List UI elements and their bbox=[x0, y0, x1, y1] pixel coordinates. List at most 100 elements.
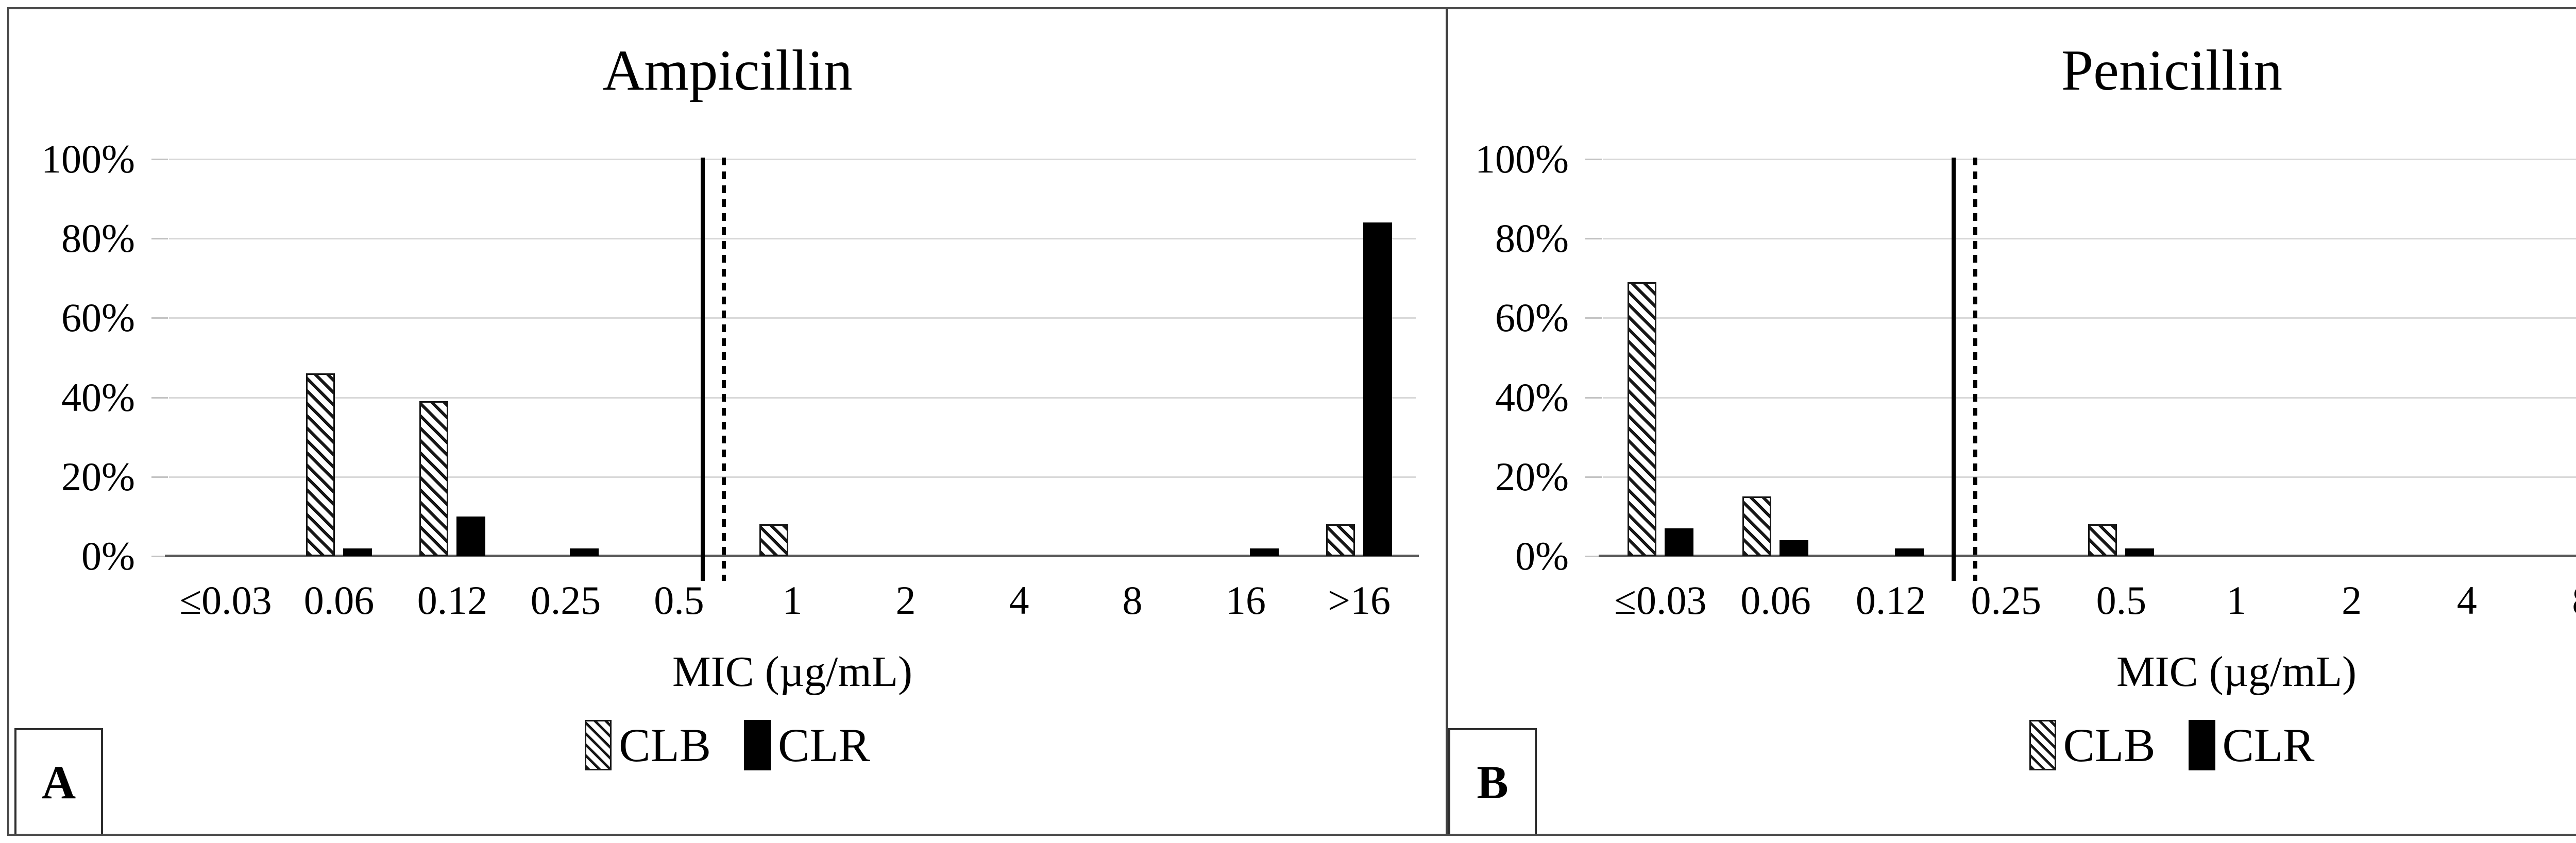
clb-hatched-swatch-icon bbox=[2029, 720, 2056, 770]
x-tick-label-8: 8 bbox=[2524, 575, 2576, 626]
x-tick-label-0.12: 0.12 bbox=[1855, 578, 1926, 623]
legend-item-clb: CLB bbox=[585, 720, 711, 770]
category-slot-≤0.03 bbox=[1603, 159, 1718, 556]
category-slot-0.25 bbox=[1948, 159, 2064, 556]
gridline-60 bbox=[169, 317, 1416, 319]
x-tick-label-0.06: 0.06 bbox=[303, 578, 375, 623]
plot-area: 100% 80% 60% 40% 20% 0% bbox=[41, 139, 1419, 581]
clr-black-swatch-icon bbox=[2188, 720, 2215, 770]
y-tick-label-20: 20% bbox=[1495, 454, 1569, 499]
bar-clb-0.06 bbox=[1742, 496, 1772, 556]
category-slot->16 bbox=[1302, 159, 1416, 556]
bar-clb-0.06 bbox=[306, 373, 335, 556]
breakpoint-line-solid bbox=[700, 158, 705, 581]
x-axis-line bbox=[165, 555, 1419, 557]
gridline-60 bbox=[1603, 317, 2576, 319]
y-tick-label-80: 80% bbox=[61, 216, 135, 261]
y-tick-label-100: 100% bbox=[41, 136, 135, 181]
y-tick-mark-0 bbox=[1585, 556, 1602, 557]
clr-black-swatch-icon bbox=[744, 720, 771, 770]
x-tick-label-0.25: 0.25 bbox=[1971, 578, 2041, 623]
x-tick-label->16: >16 bbox=[1328, 578, 1391, 623]
panel-letter: B bbox=[1477, 755, 1509, 808]
bar-clb-≤0.03 bbox=[1627, 282, 1656, 556]
y-tick-mark-20 bbox=[151, 476, 168, 478]
y-tick-mark-20 bbox=[1585, 476, 1602, 478]
y-tick-label-0: 0% bbox=[81, 534, 135, 578]
x-tick-label-0.06: 0.06 bbox=[1740, 578, 1811, 623]
bar-clr-0.5 bbox=[2125, 548, 2155, 556]
y-tick-label-40: 40% bbox=[1495, 374, 1569, 420]
category-slot-0.12 bbox=[396, 159, 509, 556]
bar-clr-16 bbox=[1250, 548, 1279, 556]
legend-label-clr: CLR bbox=[778, 719, 870, 771]
y-tick-mark-60 bbox=[1585, 317, 1602, 319]
bar-clb->16 bbox=[1326, 524, 1355, 556]
x-tick-label-0.12: 0.12 bbox=[417, 578, 488, 623]
clb-hatched-swatch-icon bbox=[585, 720, 612, 770]
category-slot-0.5 bbox=[622, 159, 736, 556]
y-tick-mark-0 bbox=[151, 556, 168, 557]
gridline-20 bbox=[1603, 476, 2576, 478]
panel-penicillin: Penicillin 100% 80% 60% 40% 20% 0% ≤0.03 0.06 0… bbox=[1448, 9, 2576, 834]
x-axis-title: MIC (µg/mL) bbox=[2116, 648, 2357, 696]
gridline-40 bbox=[169, 397, 1416, 399]
bar-clr->16 bbox=[1363, 222, 1392, 556]
legend-label-clb: CLB bbox=[619, 719, 711, 771]
legend-label-clb: CLB bbox=[2063, 719, 2156, 771]
y-tick-label-40: 40% bbox=[61, 374, 135, 420]
bar-clr-0.06 bbox=[1780, 540, 1809, 556]
y-tick-label-60: 60% bbox=[61, 295, 135, 340]
panel-ampicillin: Ampicillin 100% 80% 60% 40% 20% 0% ≤0.03 0.06 0… bbox=[9, 9, 1446, 834]
panel-divider bbox=[1446, 9, 1448, 834]
y-tick-mark-40 bbox=[151, 397, 168, 399]
category-slot-8 bbox=[1076, 159, 1189, 556]
category-slot-0.5 bbox=[2064, 159, 2179, 556]
gridline-100 bbox=[1603, 159, 2576, 160]
panel-letter-box: B bbox=[1448, 728, 1537, 834]
legend: CLB CLR bbox=[9, 720, 1446, 770]
bar-clr-0.25 bbox=[570, 548, 599, 556]
legend-label-clr: CLR bbox=[2222, 719, 2315, 771]
category-slot-2 bbox=[2294, 159, 2410, 556]
legend-item-clb: CLB bbox=[2029, 720, 2156, 770]
y-tick-mark-80 bbox=[1585, 238, 1602, 240]
category-slot-0.12 bbox=[1833, 159, 1948, 556]
breakpoint-line-dotted bbox=[721, 158, 726, 581]
x-axis-line bbox=[1599, 555, 2576, 557]
y-tick-label-80: 80% bbox=[1495, 216, 1569, 261]
bar-clr-0.12 bbox=[1895, 548, 1924, 556]
chart-title: Ampicillin bbox=[602, 39, 853, 102]
breakpoint-line-dotted bbox=[1973, 158, 1978, 581]
gridline-100 bbox=[169, 159, 1416, 160]
bar-clr-0.06 bbox=[343, 548, 372, 556]
y-tick-mark-60 bbox=[151, 317, 168, 319]
bar-clb-0.12 bbox=[419, 401, 448, 556]
x-tick-label-2: 2 bbox=[895, 578, 916, 623]
panel-letter-box: A bbox=[14, 728, 103, 834]
category-slot-8 bbox=[2524, 159, 2576, 556]
y-tick-label-100: 100% bbox=[1475, 136, 1569, 181]
x-tick-label-16: 16 bbox=[1226, 578, 1266, 623]
y-tick-label-20: 20% bbox=[61, 454, 135, 499]
gridline-40 bbox=[1603, 397, 2576, 399]
category-slot-2 bbox=[849, 159, 962, 556]
category-slot-≤0.03 bbox=[169, 159, 282, 556]
y-tick-mark-100 bbox=[151, 159, 168, 160]
gridline-20 bbox=[169, 476, 1416, 478]
x-tick-label-2: 2 bbox=[2342, 578, 2362, 623]
plot-area: 100% 80% 60% 40% 20% 0% bbox=[1475, 139, 2576, 581]
panel-letter: A bbox=[41, 755, 76, 808]
y-tick-label-0: 0% bbox=[1515, 534, 1569, 578]
gridline-80 bbox=[169, 238, 1416, 240]
x-tick-label-≤0.03: ≤0.03 bbox=[1614, 578, 1707, 623]
y-tick-mark-40 bbox=[1585, 397, 1602, 399]
bar-clr-0.12 bbox=[456, 516, 485, 556]
category-slot-0.06 bbox=[1718, 159, 1834, 556]
category-slot-0.06 bbox=[282, 159, 396, 556]
x-tick-label-1: 1 bbox=[782, 578, 803, 623]
x-tick-label-8: 8 bbox=[1122, 578, 1143, 623]
x-tick-label-4: 4 bbox=[2456, 578, 2477, 623]
